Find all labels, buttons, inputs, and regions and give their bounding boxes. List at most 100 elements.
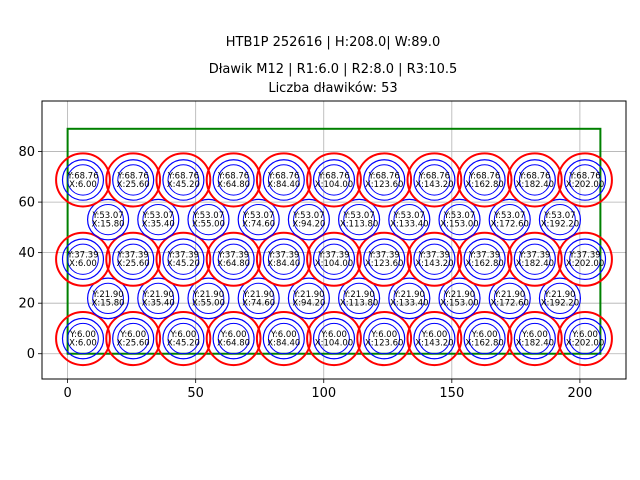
gland-middle-ring xyxy=(463,317,506,360)
gland: Y:68.76X:123.60 xyxy=(356,152,413,208)
gland-x-label: X:113.80 xyxy=(340,220,378,230)
gland-inner-ring xyxy=(67,322,99,355)
gland-y-label: Y:68.76 xyxy=(317,171,349,181)
gland-outer-ring xyxy=(356,311,413,367)
gland-middle-ring xyxy=(312,238,356,281)
gland: Y:37.39X:45.20 xyxy=(155,231,212,287)
gland-y-label: Y:68.76 xyxy=(66,171,98,181)
gland-middle-ring xyxy=(287,198,330,241)
gland-x-label: X:6.00 xyxy=(69,339,97,349)
gland-y-label: Y:6.00 xyxy=(169,330,196,340)
gland-inner-ring xyxy=(117,164,150,196)
gland-middle-ring xyxy=(538,277,582,320)
gland-x-label: X:94.20 xyxy=(292,220,325,230)
gland-inner-ring xyxy=(468,164,501,196)
gland-y-label: Y:53.07 xyxy=(142,211,174,221)
gland-y-label: Y:6.00 xyxy=(420,330,447,340)
gland-outer-ring xyxy=(55,311,111,367)
gland-outer-ring xyxy=(306,152,362,208)
gland-outer-ring xyxy=(356,152,413,208)
y-tick-label: 20 xyxy=(18,297,35,312)
gland-x-label: X:84.40 xyxy=(267,259,300,269)
gland-middle-ring xyxy=(162,159,205,201)
gland-inner-ring xyxy=(142,203,175,236)
chart-title-line-3: Liczba dławików: 53 xyxy=(268,81,397,96)
gland-outer-ring xyxy=(155,152,212,208)
gland-y-label: Y:6.00 xyxy=(370,330,397,340)
gland-x-label: X:133.40 xyxy=(390,298,428,308)
gland-middle-ring xyxy=(137,198,180,241)
gland-middle-ring xyxy=(363,238,406,281)
axis-ticks: 0 50 100 150 200 0 20 40 60 80 xyxy=(18,145,592,401)
gland-middle-ring xyxy=(212,238,255,281)
gland: Y:6.00X:45.20 xyxy=(155,311,212,367)
gland: Y:6.00X:123.60 xyxy=(356,311,413,367)
gland-outer-ring xyxy=(306,311,362,367)
gland-middle-ring xyxy=(86,277,130,320)
gland-outer-ring xyxy=(406,311,463,367)
gland: Y:6.00X:25.60 xyxy=(105,311,162,367)
gland: Y:68.76X:84.40 xyxy=(255,152,312,208)
gland: Y:53.07X:55.00 xyxy=(187,198,230,241)
gland-middle-ring xyxy=(212,159,255,201)
gland-inner-ring xyxy=(217,322,250,355)
gland-x-label: X:162.80 xyxy=(465,339,503,349)
gland: Y:68.76X:162.80 xyxy=(456,152,513,208)
gland-outer-ring xyxy=(557,152,613,208)
gland-middle-ring xyxy=(463,238,506,281)
gland-x-label: X:25.60 xyxy=(117,339,150,349)
gland: Y:6.00X:104.00 xyxy=(306,311,362,367)
gland-inner-ring xyxy=(443,203,476,236)
gland-y-label: Y:53.07 xyxy=(543,211,575,221)
gland: Y:68.76X:64.80 xyxy=(205,152,262,208)
gland-y-label: Y:53.07 xyxy=(393,211,425,221)
gland-x-label: X:45.20 xyxy=(167,180,200,190)
gland-inner-ring xyxy=(318,243,350,275)
gland-inner-ring xyxy=(117,322,150,355)
gland-x-label: X:172.60 xyxy=(490,298,528,308)
gland-middle-ring xyxy=(187,198,230,241)
gland-inner-ring xyxy=(267,164,300,196)
gland-y-label: Y:6.00 xyxy=(571,330,598,340)
gland-inner-ring xyxy=(343,203,375,236)
gland-outer-ring xyxy=(406,231,463,287)
gland: Y:21.90X:133.40 xyxy=(388,277,431,320)
gland-middle-ring xyxy=(438,198,481,241)
gland-y-label: Y:37.39 xyxy=(267,251,299,261)
gland-y-label: Y:68.76 xyxy=(117,171,149,181)
gland-y-label: Y:53.07 xyxy=(192,211,224,221)
gland-y-label: Y:6.00 xyxy=(69,330,96,340)
gland-inner-ring xyxy=(67,164,99,196)
gland-y-label: Y:37.39 xyxy=(217,251,249,261)
gland-middle-ring xyxy=(338,277,381,320)
gland-middle-ring xyxy=(112,159,155,201)
gland-middle-ring xyxy=(162,317,205,360)
gland: Y:53.07X:74.60 xyxy=(237,198,280,241)
gland-outer-ring xyxy=(155,311,212,367)
gland-x-label: X:84.40 xyxy=(267,180,300,190)
gland-middle-ring xyxy=(312,159,356,201)
gland-middle-ring xyxy=(538,198,582,241)
gland-inner-ring xyxy=(167,243,200,275)
gland-inner-ring xyxy=(468,322,501,355)
gland-outer-ring xyxy=(255,152,312,208)
x-tick-label: 50 xyxy=(187,386,204,401)
gland-y-label: Y:6.00 xyxy=(119,330,146,340)
gland: Y:37.39X:104.00 xyxy=(306,231,362,287)
gland-inner-ring xyxy=(518,243,551,275)
gland-inner-ring xyxy=(92,282,124,315)
gland-outer-ring xyxy=(506,311,563,367)
gland-y-label: Y:6.00 xyxy=(320,330,347,340)
gland-middle-ring xyxy=(338,198,381,241)
gland-outer-ring xyxy=(205,311,262,367)
gland-y-label: Y:68.76 xyxy=(368,171,400,181)
gland-inner-ring xyxy=(544,203,576,236)
gland: Y:6.00X:162.80 xyxy=(456,311,513,367)
gland-y-label: Y:53.07 xyxy=(342,211,374,221)
gland-outer-ring xyxy=(406,152,463,208)
gland-y-label: Y:53.07 xyxy=(443,211,475,221)
gland-x-label: X:202.00 xyxy=(566,259,604,269)
gland-x-label: X:202.00 xyxy=(566,339,604,349)
gland: Y:21.90X:94.20 xyxy=(287,277,330,320)
gland-middle-ring xyxy=(187,277,230,320)
